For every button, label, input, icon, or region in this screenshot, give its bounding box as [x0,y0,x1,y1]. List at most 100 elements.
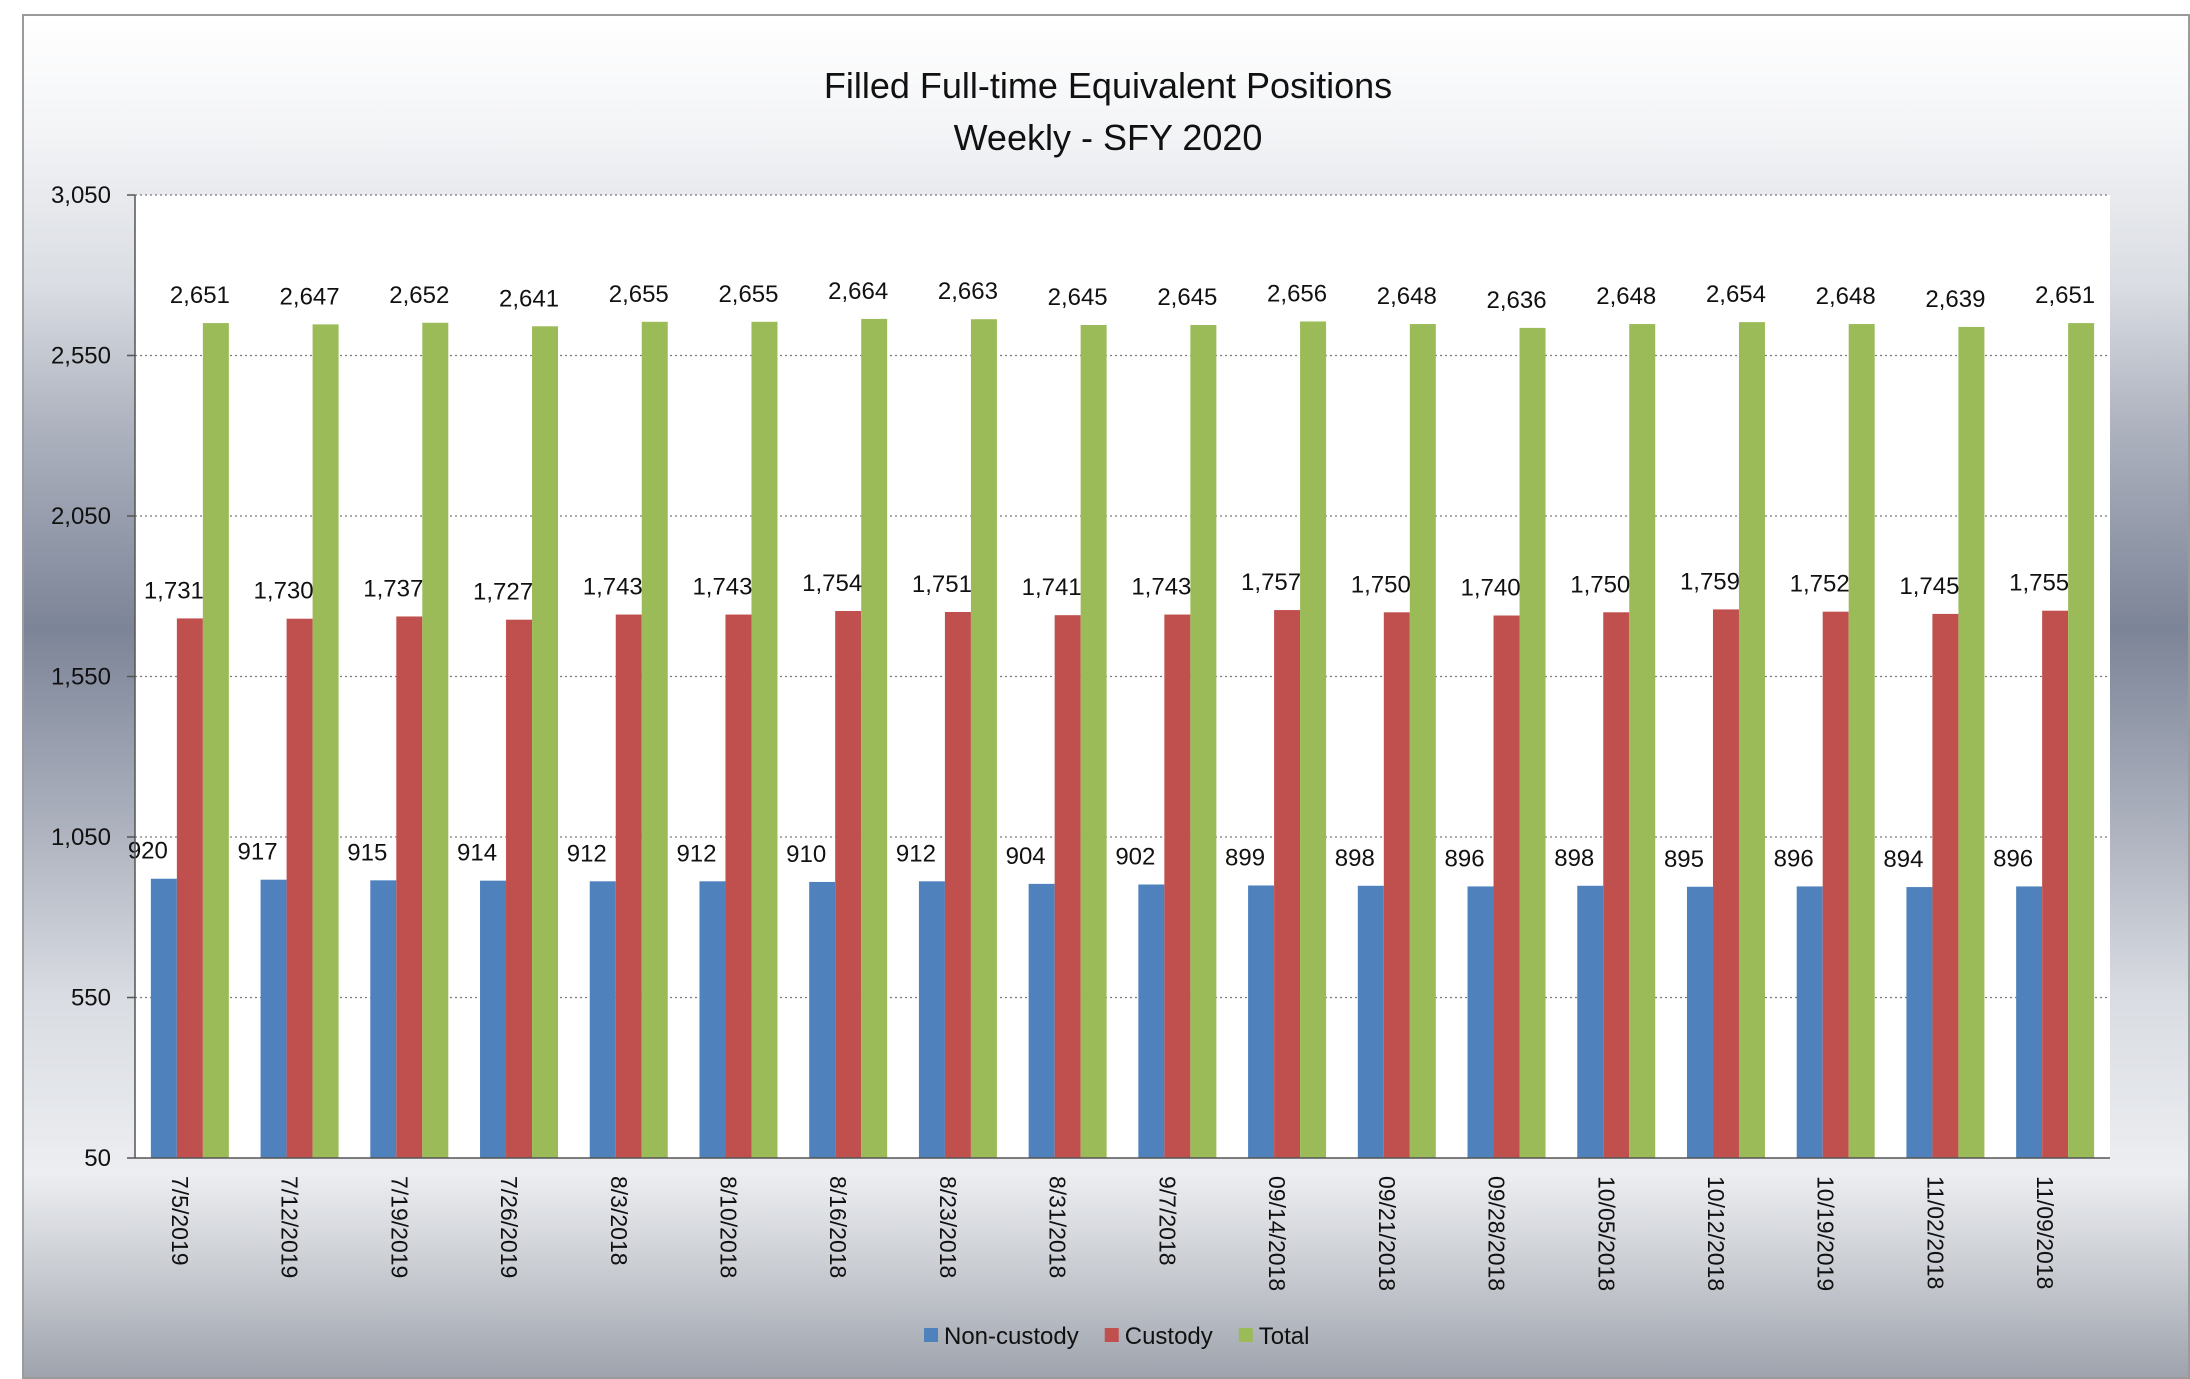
data-label: 912 [676,840,716,867]
bar-total [751,321,778,1158]
bar-custody [506,619,533,1158]
bar-total [1848,324,1875,1158]
data-label: 2,654 [1706,281,1766,308]
bar-custody [1054,615,1081,1158]
bar-non-custody [589,881,616,1158]
bar-custody [286,618,313,1158]
data-label: 2,656 [1267,280,1327,307]
data-label: 1,755 [2009,570,2069,597]
data-label: 2,651 [2035,282,2095,309]
data-label: 902 [1115,844,1155,871]
bar-non-custody [370,880,397,1158]
data-label: 1,759 [1680,568,1740,595]
x-tick-label: 10/12/2018 [1703,1176,1729,1291]
bar-custody [1493,615,1520,1158]
y-tick-label: 50 [84,1145,111,1172]
data-label: 1,730 [254,578,314,605]
chart-title: Filled Full-time Equivalent Positions [824,65,1392,106]
data-label: 896 [1774,845,1814,872]
data-label: 2,645 [1048,284,1108,311]
data-label: 2,641 [499,285,559,312]
data-label: 1,752 [1790,571,1850,598]
bar-non-custody [1686,886,1713,1158]
data-label: 2,651 [170,282,230,309]
x-tick-label: 11/09/2018 [2032,1176,2058,1289]
bar-custody [1164,614,1191,1158]
data-label: 1,740 [1460,575,1520,602]
bar-non-custody [699,881,726,1158]
bar-custody [1603,612,1630,1158]
data-label: 904 [1006,843,1046,870]
bar-custody [1274,610,1301,1158]
x-tick-label: 10/05/2018 [1593,1176,1619,1291]
y-tick-label: 3,050 [51,182,111,209]
legend-label: Custody [1125,1323,1213,1350]
data-label: 1,743 [583,574,643,601]
data-label: 1,750 [1570,571,1630,598]
x-tick-label: 7/12/2019 [277,1176,303,1278]
bar-custody [615,614,642,1158]
data-label: 895 [1664,846,1704,873]
bar-non-custody [1796,886,1823,1158]
data-label: 1,731 [144,577,204,604]
bar-total [1409,324,1436,1158]
data-label: 1,741 [1022,574,1082,601]
bar-total [202,323,229,1159]
data-label: 2,648 [1596,283,1656,310]
bar-non-custody [918,881,945,1158]
x-tick-label: 7/19/2019 [386,1176,412,1278]
legend-label: Non-custody [944,1323,1079,1350]
bar-total [532,326,559,1158]
bar-total [2068,323,2095,1159]
data-label: 915 [347,839,387,866]
data-label: 2,652 [389,282,449,309]
grid [135,194,2110,999]
data-label: 2,647 [280,283,340,310]
y-tick-label: 2,550 [51,343,111,370]
bar-non-custody [809,881,836,1158]
bar-non-custody [1467,886,1494,1158]
bar-total [1080,325,1107,1158]
bar-non-custody [2016,886,2043,1158]
y-tick-label: 1,550 [51,664,111,691]
bar-custody [2042,610,2069,1158]
chart-subtitle: Weekly - SFY 2020 [954,117,1263,158]
bar-non-custody [260,879,287,1158]
data-label: 1,751 [912,571,972,598]
x-tick-label: 09/21/2018 [1374,1176,1400,1291]
x-tick-label: 8/31/2018 [1045,1176,1071,1278]
data-label: 1,757 [1241,569,1301,596]
x-tick-label: 7/5/2019 [167,1176,193,1266]
data-labels: 920 1,731 2,651 917 1,730 2,647 915 1,737 2,652 9… [128,278,2095,873]
data-label: 1,745 [1899,573,1959,600]
data-label: 917 [238,839,278,866]
bar-non-custody [1138,884,1165,1158]
data-label: 896 [1993,845,2033,872]
data-label: 912 [567,840,607,867]
data-label: 920 [128,838,168,865]
bar-non-custody [1577,885,1604,1158]
data-label: 910 [786,841,826,868]
legend: Non-custody Custody Total [924,1323,1309,1350]
bar-custody [725,614,752,1158]
x-tick-label: 8/16/2018 [825,1176,851,1278]
bar-total [861,318,888,1158]
data-label: 898 [1335,845,1375,872]
bar-total [1738,322,1765,1159]
bar-total [1300,321,1327,1158]
data-label: 898 [1554,845,1594,872]
legend-swatch [924,1328,938,1342]
y-tick-label: 1,050 [51,824,111,851]
x-tick-label: 09/28/2018 [1484,1176,1510,1291]
x-tick-label: 8/23/2018 [935,1176,961,1278]
x-tick-label: 09/14/2018 [1264,1176,1290,1291]
bar-total [970,319,997,1158]
data-label: 2,648 [1377,283,1437,310]
legend-label: Total [1259,1323,1310,1350]
bar-custody [1822,611,1849,1158]
bar-non-custody [1248,885,1275,1158]
x-tick-label: 11/02/2018 [1922,1176,1948,1289]
bar-non-custody [150,878,177,1158]
data-label: 899 [1225,844,1265,871]
